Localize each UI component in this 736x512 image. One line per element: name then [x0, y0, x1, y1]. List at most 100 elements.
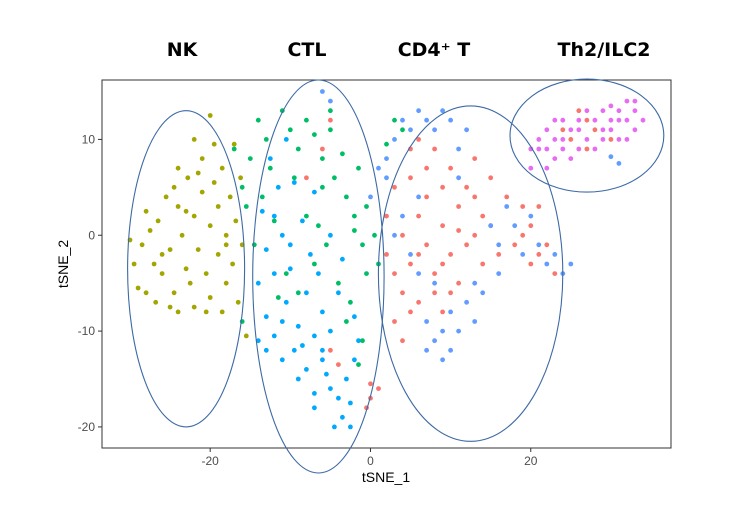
- data-point: [608, 117, 614, 123]
- data-point: [320, 309, 325, 315]
- data-point: [139, 242, 145, 248]
- data-point: [536, 252, 542, 257]
- data-point: [263, 314, 269, 320]
- data-point: [520, 204, 526, 209]
- data-point: [191, 213, 197, 219]
- data-point: [308, 252, 313, 257]
- data-point: [392, 271, 397, 276]
- y-tick-label: 0: [88, 228, 95, 242]
- data-point: [536, 242, 542, 248]
- data-point: [151, 261, 157, 267]
- data-point: [238, 175, 244, 181]
- data-point: [328, 98, 333, 104]
- data-point: [640, 117, 646, 123]
- data-point: [440, 108, 445, 114]
- data-point: [456, 328, 461, 334]
- data-point: [191, 304, 197, 310]
- data-point: [416, 108, 421, 114]
- data-point: [584, 108, 590, 114]
- data-point: [356, 165, 361, 171]
- data-point: [440, 357, 445, 363]
- data-point: [488, 175, 494, 181]
- data-point: [536, 137, 542, 142]
- data-point: [328, 108, 333, 114]
- data-point: [239, 184, 245, 190]
- data-point: [360, 338, 365, 344]
- data-point: [263, 247, 269, 253]
- data-point: [223, 280, 229, 286]
- data-point: [376, 386, 381, 391]
- data-point: [291, 180, 297, 185]
- data-point: [496, 252, 502, 257]
- data-point: [424, 165, 429, 171]
- data-point: [356, 338, 361, 344]
- data-point: [344, 319, 349, 324]
- data-point: [199, 189, 205, 195]
- data-point: [135, 285, 141, 291]
- data-point: [392, 117, 397, 123]
- data-point: [263, 347, 269, 353]
- data-point: [304, 117, 309, 123]
- data-point: [408, 127, 413, 133]
- data-point: [199, 156, 205, 162]
- cluster-ellipse: [509, 78, 665, 193]
- data-point: [456, 204, 461, 209]
- data-point: [592, 127, 598, 133]
- data-point: [576, 108, 582, 114]
- y-tick-label: -10: [78, 324, 96, 338]
- group-label-nk: NK: [167, 39, 199, 61]
- data-point: [233, 218, 239, 224]
- data-point: [267, 156, 273, 162]
- cluster-ellipses: [127, 78, 665, 474]
- data-point: [440, 261, 445, 267]
- data-point: [340, 414, 345, 420]
- data-point: [480, 290, 486, 296]
- data-point: [560, 146, 566, 152]
- data-point: [163, 194, 169, 200]
- data-point: [384, 141, 389, 147]
- data-point: [560, 117, 566, 123]
- data-point: [440, 309, 445, 315]
- data-point: [344, 194, 349, 200]
- data-point: [255, 338, 261, 344]
- data-point: [632, 98, 638, 104]
- data-point: [243, 333, 249, 339]
- data-point: [235, 299, 241, 305]
- data-point: [544, 261, 550, 267]
- data-point: [283, 271, 289, 276]
- data-point: [175, 309, 181, 315]
- data-point: [456, 280, 461, 286]
- data-point: [448, 347, 453, 353]
- data-point: [536, 146, 542, 152]
- data-point: [600, 108, 606, 114]
- cluster-ellipse: [252, 79, 385, 474]
- data-point: [223, 232, 229, 238]
- data-point: [332, 175, 337, 181]
- data-point: [544, 127, 550, 133]
- data-point: [472, 232, 478, 238]
- data-point: [183, 208, 189, 214]
- data-point: [304, 213, 309, 219]
- data-point: [328, 232, 333, 238]
- data-point: [512, 242, 518, 248]
- data-point: [195, 247, 201, 253]
- data-point: [328, 386, 333, 391]
- data-point: [336, 395, 341, 401]
- data-point: [392, 232, 397, 238]
- data-point: [372, 232, 377, 238]
- data-point: [203, 271, 209, 276]
- cluster-ellipse: [377, 105, 564, 442]
- data-point: [143, 208, 149, 214]
- data-point: [356, 362, 361, 367]
- data-point: [267, 165, 273, 171]
- data-point: [496, 242, 502, 248]
- data-point: [312, 132, 317, 138]
- data-point: [576, 117, 582, 123]
- data-point: [512, 223, 518, 229]
- data-point: [448, 252, 453, 257]
- data-point: [624, 137, 630, 142]
- data-point: [424, 319, 429, 324]
- data-point: [312, 405, 317, 411]
- data-point: [207, 295, 213, 300]
